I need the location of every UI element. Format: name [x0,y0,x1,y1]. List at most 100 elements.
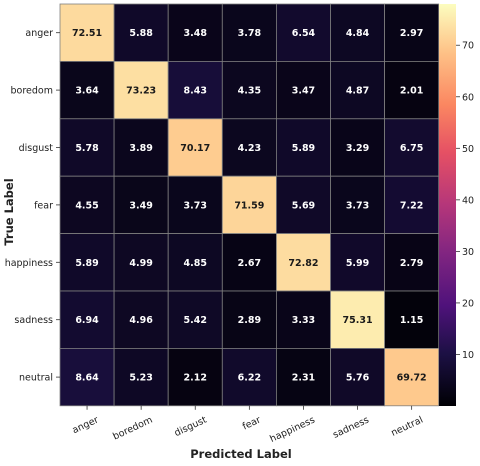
heatmap-cell-label: 7.22 [400,200,423,211]
heatmap-cell-label: 5.99 [346,258,369,269]
heatmap-cell-label: 8.64 [75,373,99,384]
colorbar-tick-label: 40 [462,195,474,206]
heatmap-cell [221,3,277,62]
y-tick-labels: anger boredom disgust fear happiness sadness n… [5,28,60,384]
heatmap-cell [275,61,331,120]
heatmap-value-labels: 72.51 5.88 3.48 3.78 6.54 4.84 2.97 3.64 73.23 8.… [72,28,427,383]
heatmap-cell-label: 3.33 [292,315,315,326]
heatmap-cell-label: 5.89 [292,143,315,154]
heatmap-cell-label: 75.31 [343,315,373,326]
heatmap-cell-label: 73.23 [126,86,156,97]
y-tick-label: disgust [19,143,54,154]
y-tick-label: neutral [19,373,53,384]
heatmap-cell [113,175,169,234]
heatmap-cell [330,175,385,234]
heatmap-cell [59,233,115,292]
heatmap-cell [221,347,277,407]
heatmap-cell [330,118,385,177]
heatmap-cell [275,347,331,407]
heatmap-cell-label: 72.51 [72,28,102,39]
heatmap-cell [167,233,223,292]
heatmap-cell-label: 5.88 [129,28,153,39]
heatmap-cell [167,347,223,407]
heatmap-cell-label: 6.94 [75,315,99,326]
heatmap-cell-label: 3.89 [129,143,152,154]
colorbar-tick-label: 70 [462,41,474,52]
heatmap-cell [221,118,277,177]
heatmap-cell-label: 5.23 [129,373,152,384]
x-tick-labels: anger boredom disgust fear happiness sadness n… [71,405,425,445]
heatmap-cell-label: 4.84 [346,28,370,39]
heatmap-cell [384,233,440,292]
colorbar-tick-label: 30 [462,247,474,258]
colorbar [439,4,456,406]
heatmap-cell [113,118,169,177]
heatmap-cell-label: 5.78 [75,143,99,154]
heatmap-cell-label: 6.75 [400,143,423,154]
heatmap-cell [167,290,223,349]
heatmap-cell-label: 3.47 [292,86,315,97]
heatmap-cell-label: 5.69 [292,200,315,211]
heatmap-cell [275,118,331,177]
heatmap-cell-label: 3.64 [75,86,99,97]
heatmap-cell [113,290,169,349]
heatmap-cell-label: 6.22 [238,373,261,384]
colorbar-tick-label: 10 [462,350,474,361]
heatmap-cell-label: 4.85 [184,258,207,269]
heatmap-cell-label: 2.31 [292,373,315,384]
heatmap-cell [384,175,440,234]
heatmap-cell-label: 5.42 [184,315,207,326]
heatmap-cell-label: 5.76 [346,373,370,384]
heatmap-cell-label: 2.12 [184,373,207,384]
colorbar-tick-label: 20 [462,298,474,309]
y-axis-label: True Label [2,178,16,245]
heatmap-cell-label: 69.72 [397,373,427,384]
heatmap-cell [221,175,277,234]
heatmap-cell-label: 4.99 [129,258,152,269]
heatmap-cell-label: 8.43 [184,86,207,97]
heatmap-cell-label: 1.15 [400,315,423,326]
heatmap-cell [59,347,115,407]
heatmap-cell [167,118,223,177]
heatmap-cell-label: 6.54 [292,28,316,39]
heatmap-cell-label: 3.29 [346,143,369,154]
heatmap-cell-label: 4.23 [238,143,261,154]
heatmap-cell-label: 2.89 [238,315,261,326]
heatmap-cell [167,61,223,120]
heatmap-cell [113,3,169,62]
x-tick-label: neutral [389,415,424,439]
colorbar-tick-label: 60 [462,92,474,103]
heatmap-cell-label: 4.35 [238,86,261,97]
heatmap-cell-label: 72.82 [288,258,318,269]
heatmap-cell-label: 4.87 [346,86,369,97]
heatmap-cell [59,290,115,349]
x-tick-label: happiness [268,415,316,445]
heatmap-cell-label: 3.49 [129,200,152,211]
heatmap-cell-label: 4.55 [75,200,98,211]
y-tick-label: sadness [14,315,53,326]
heatmap-cell [384,118,440,177]
heatmap-cell-label: 2.79 [400,258,423,269]
heatmap-cells [59,3,440,407]
heatmap-cell-label: 70.17 [180,143,210,154]
y-tick-label: anger [25,28,53,39]
heatmap-cell [384,347,440,407]
y-tick-label: boredom [11,86,53,97]
heatmap-cell-label: 2.01 [400,86,423,97]
heatmap-cell-label: 4.96 [129,315,153,326]
x-tick-label: anger [71,415,101,437]
heatmap-cell-label: 3.73 [184,200,207,211]
heatmap-cell [330,347,385,407]
x-tick-label: sadness [331,415,371,441]
heatmap-cell-label: 3.73 [346,200,369,211]
heatmap-cell [167,3,223,62]
colorbar-ticks: 10 20 30 40 50 60 70 [456,41,474,361]
heatmap-cell-label: 5.89 [75,258,98,269]
colorbar-tick-label: 50 [462,144,474,155]
x-tick-label: boredom [111,415,154,443]
y-tick-label: happiness [5,258,53,269]
heatmap-cell-label: 2.67 [238,258,261,269]
x-tick-label: disgust [173,414,209,439]
x-tick-label: fear [241,415,263,433]
heatmap-cell-label: 3.78 [238,28,262,39]
